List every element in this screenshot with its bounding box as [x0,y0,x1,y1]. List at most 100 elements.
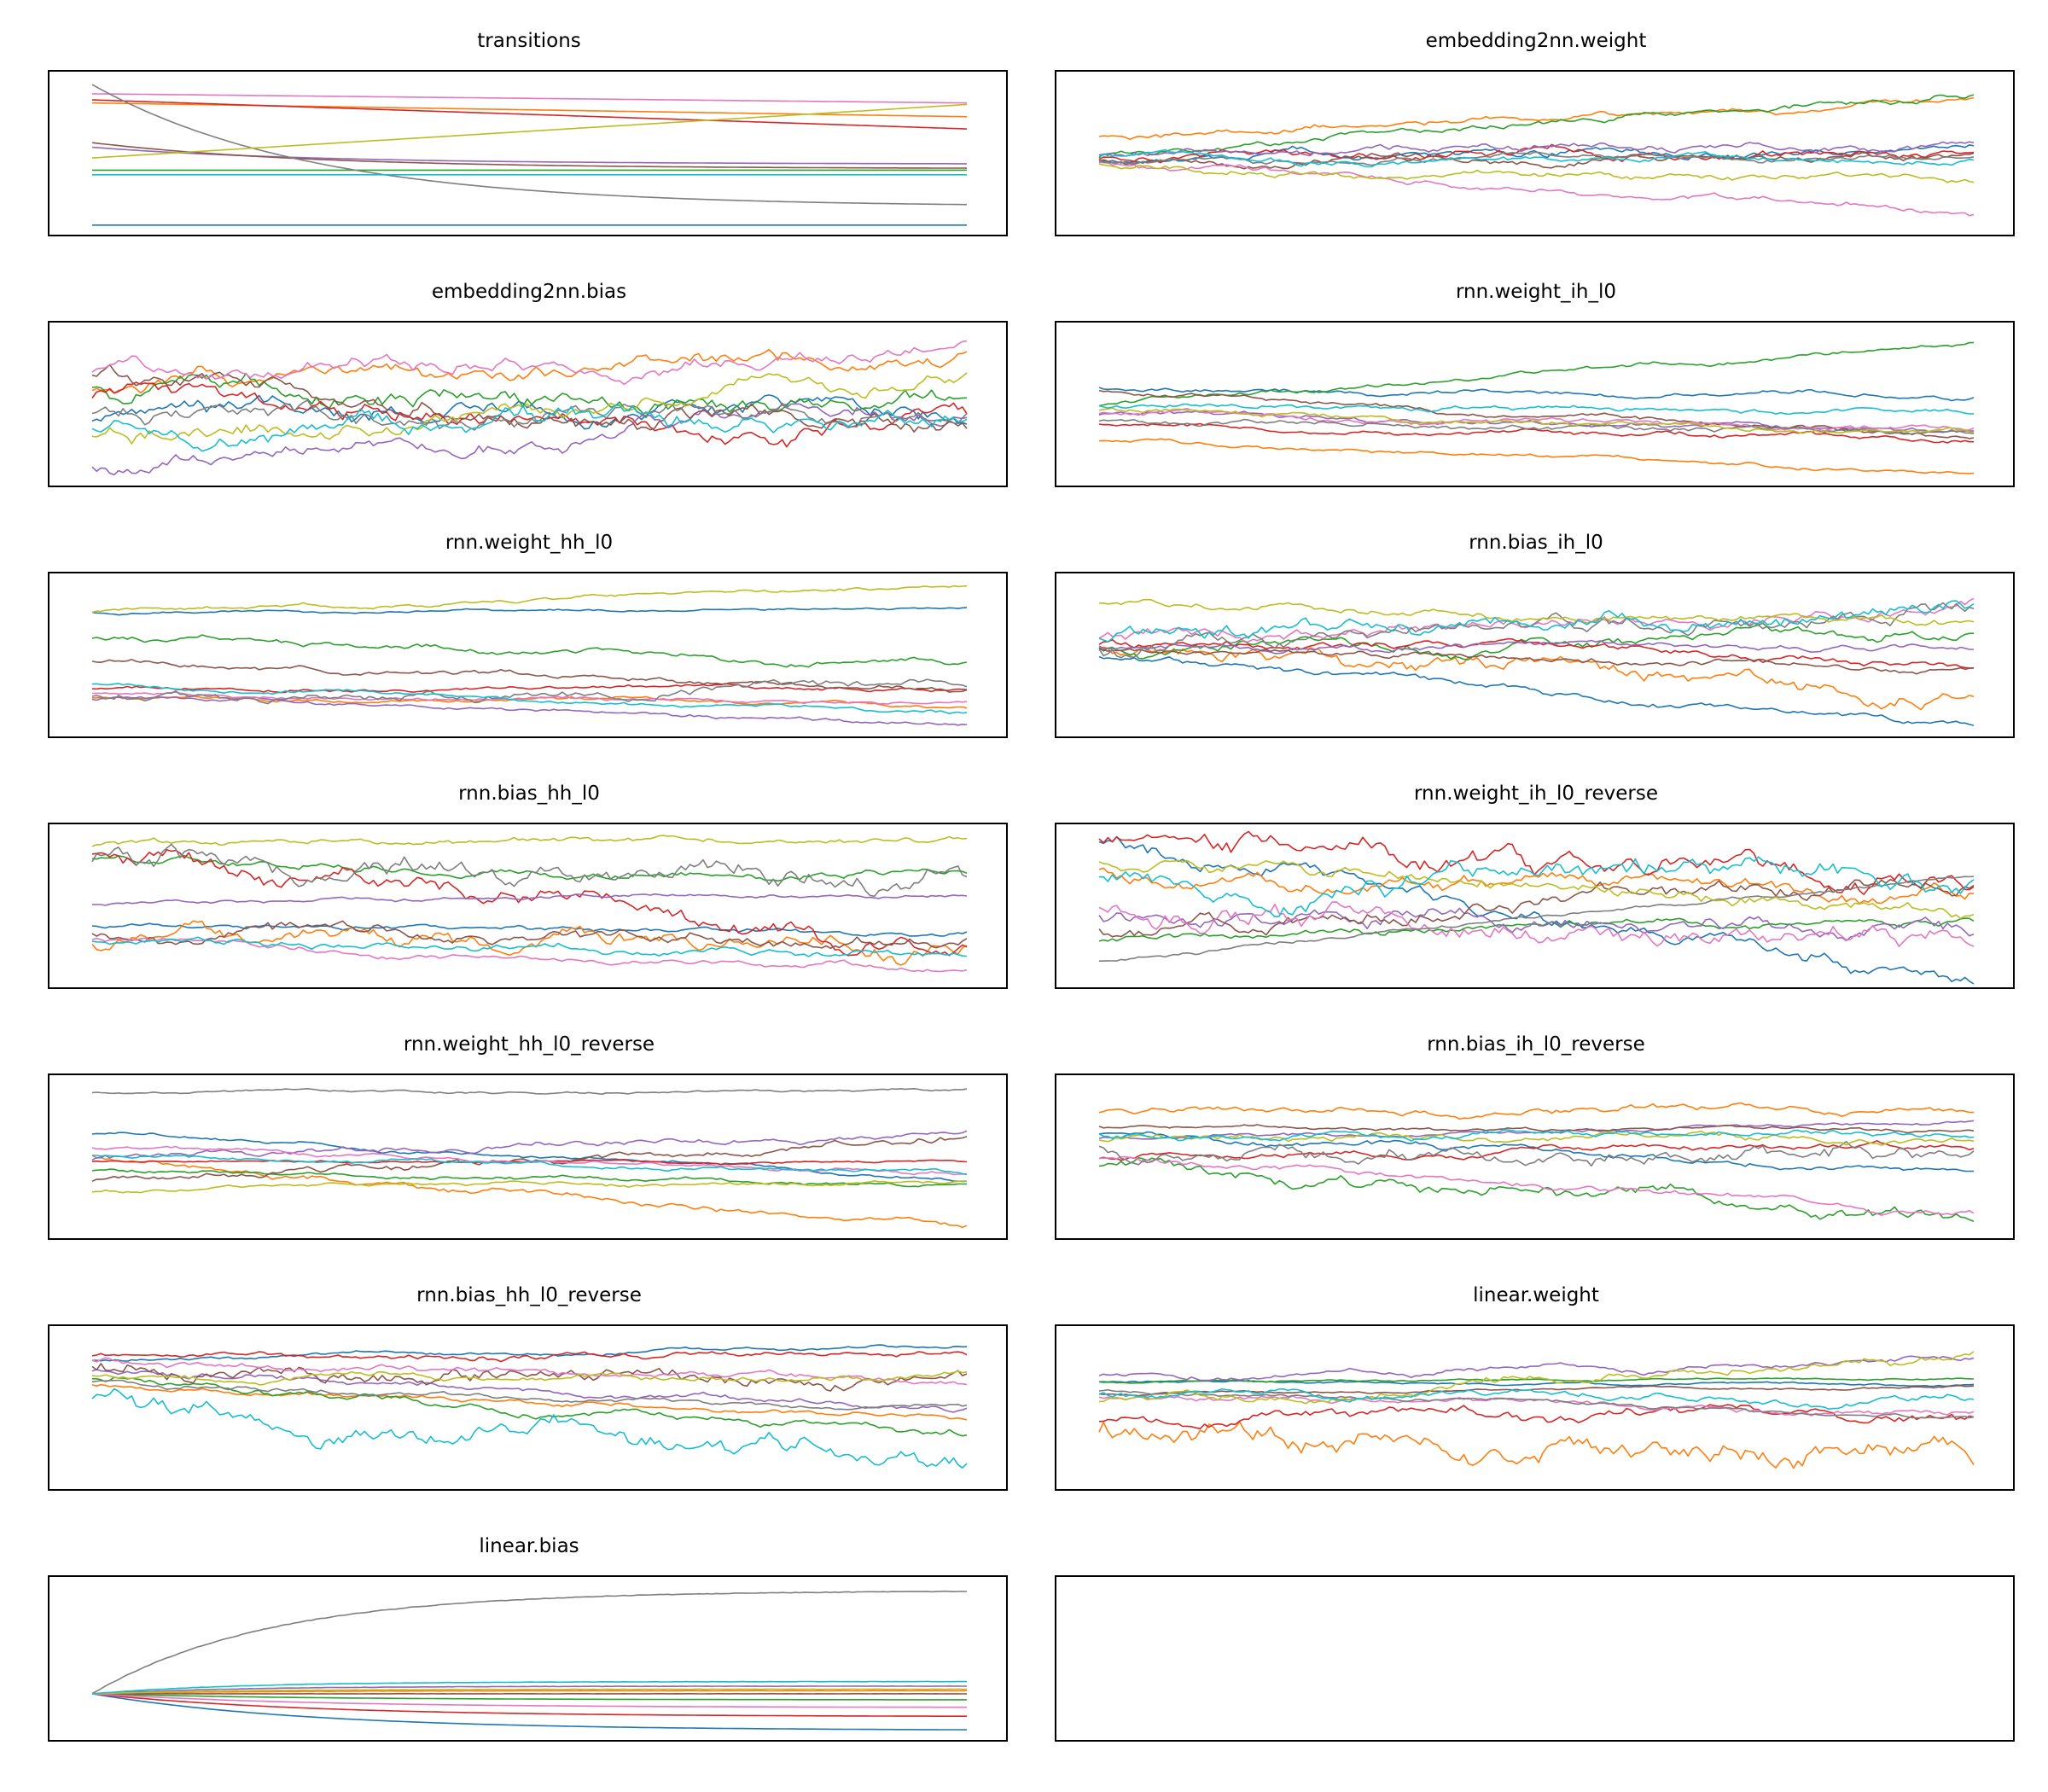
plot-area [1098,1351,1975,1469]
series-line [91,99,968,130]
chart-panel [1055,1324,2015,1491]
series-line [91,920,968,950]
series-line [1098,655,1975,726]
series-line [91,1180,967,1194]
series-line [1098,867,1975,905]
series-line [1098,418,1975,435]
series-line [91,936,968,957]
series-line [1098,645,1975,711]
chart-panel [48,321,1008,487]
series-line [91,1690,968,1695]
plot-area [1098,1102,1975,1222]
series-line [1098,1351,1975,1405]
panel-title: rnn.weight_hh_l0 [445,532,614,554]
series-line [1098,94,1975,159]
series-line [91,920,968,966]
series-line [91,93,967,104]
series-line [91,1088,968,1096]
series-line [91,1680,968,1695]
panel-title: rnn.bias_hh_l0_reverse [416,1284,642,1306]
series-line [91,855,968,882]
series-line [91,381,968,448]
series-line [1098,438,1975,474]
series-line [1098,387,1975,402]
chart-panel [1055,321,2015,487]
chart-panel [1055,70,2015,236]
series-line [91,142,968,169]
panel-title: rnn.bias_ih_l0 [1469,532,1603,554]
series-line [91,659,968,693]
series-line [91,1351,968,1363]
plot-area [91,1590,968,1731]
series-line [91,835,968,847]
panel-title: linear.bias [479,1535,579,1557]
panel-title: embedding2nn.bias [431,281,627,303]
series-line [1098,1395,1975,1417]
chart-panel [48,1324,1008,1491]
series-line [91,678,968,705]
series-line [91,1388,968,1469]
series-line [91,364,968,433]
series-line [1098,1388,1975,1411]
series-line [91,1688,968,1695]
series-line [1098,1141,1975,1167]
series-line [1098,148,1975,168]
panel-title: linear.weight [1473,1284,1599,1306]
series-line [92,1344,968,1362]
series-line [91,683,968,694]
series-line [91,937,968,973]
series-line [1098,163,1975,183]
series-line [91,922,968,937]
series-line [91,1155,968,1176]
plot-area [91,1344,968,1469]
plot-area [1098,597,1975,726]
series-line [1098,141,1975,157]
plot-area [1098,341,1975,474]
series-line [1098,597,1975,643]
chart-panel [48,1073,1008,1240]
plot-area [91,585,968,726]
series-line [91,1590,968,1695]
series-line [1098,143,1975,164]
series-line [91,1370,968,1386]
series-line [91,372,968,419]
series-line [1098,422,1974,444]
series-line [91,1693,967,1717]
series-line [91,1363,968,1392]
series-line [1098,407,1975,434]
series-line [91,1379,968,1411]
series-line [91,1168,967,1188]
plot-area [91,1088,968,1229]
series-line [1099,598,1975,626]
series-line [91,1693,968,1731]
panel-title: rnn.weight_ih_l0 [1455,281,1617,303]
series-line [1098,341,1975,407]
series-line [91,348,968,394]
series-line [91,607,968,616]
series-line [91,1685,968,1695]
series-line [1099,876,1975,962]
series-line [1098,830,1975,895]
series-line [91,683,968,714]
series-line [1098,1404,1975,1429]
series-line [1098,907,1975,942]
series-line [1098,1377,1975,1384]
series-line [1098,622,1975,660]
series-line [1098,602,1975,659]
plot-area [91,340,968,476]
series-line [91,372,968,445]
chart-panel [48,823,1008,989]
chart-panel [1055,823,2015,989]
series-line [1098,901,1975,947]
series-line [1099,161,1975,217]
series-line [1098,1102,1974,1120]
series-line [1098,96,1975,141]
series-line [1098,879,1975,938]
plot-area [1098,830,1975,985]
series-line [91,691,968,705]
series-line [1098,1124,1975,1134]
series-line [1098,639,1975,655]
series-line [91,1130,968,1161]
series-line [1098,600,1975,643]
